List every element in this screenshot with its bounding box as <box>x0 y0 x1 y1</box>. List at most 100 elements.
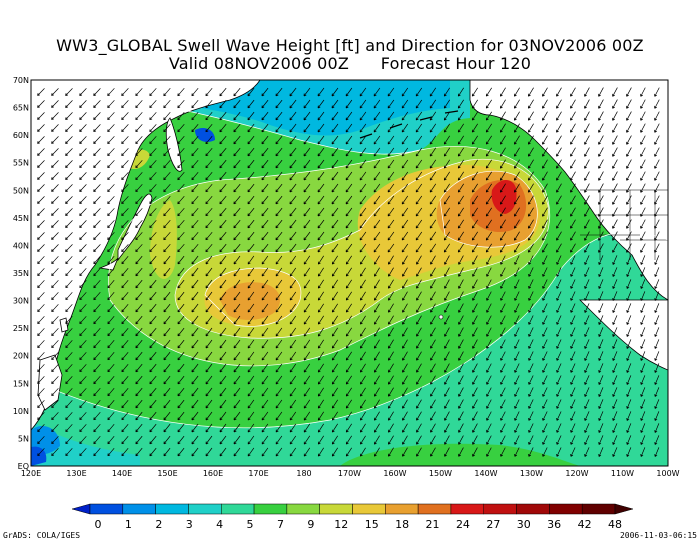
direction-arrow <box>556 99 562 109</box>
direction-arrow <box>360 303 366 313</box>
direction-arrow <box>401 159 409 169</box>
direction-arrow <box>485 159 492 169</box>
direction-arrow <box>626 207 632 217</box>
direction-arrow <box>121 279 129 289</box>
direction-arrow <box>261 231 269 241</box>
direction-arrow <box>486 327 492 337</box>
direction-arrow <box>528 363 534 373</box>
direction-arrow <box>430 327 436 337</box>
direction-arrow <box>219 243 227 253</box>
direction-arrow <box>93 303 101 313</box>
direction-arrow <box>37 100 45 108</box>
direction-arrow <box>205 147 213 157</box>
direction-arrow <box>345 99 353 109</box>
direction-arrow <box>149 315 157 325</box>
direction-arrow <box>416 279 422 289</box>
direction-arrow <box>107 351 115 361</box>
direction-arrow <box>416 375 422 385</box>
direction-arrow <box>107 232 115 241</box>
direction-arrow <box>401 99 409 109</box>
direction-arrow <box>556 291 562 301</box>
direction-arrow <box>51 220 59 228</box>
direction-arrow <box>345 243 353 253</box>
direction-arrow <box>556 159 562 169</box>
direction-arrow <box>275 219 283 229</box>
direction-arrow <box>500 207 506 217</box>
colorbar-level-label: 48 <box>608 518 622 531</box>
direction-arrow <box>79 148 87 156</box>
direction-arrow <box>317 279 324 289</box>
direction-arrow <box>79 208 87 216</box>
direction-arrows <box>37 87 660 457</box>
direction-arrow <box>135 220 143 229</box>
direction-arrow <box>331 423 338 433</box>
direction-arrow <box>443 87 450 97</box>
direction-arrow <box>360 423 366 433</box>
direction-arrow <box>65 196 73 204</box>
colorbar-swatch <box>417 503 452 515</box>
direction-arrow <box>598 255 604 265</box>
direction-arrow <box>289 435 297 445</box>
direction-arrow <box>303 267 311 277</box>
direction-arrow <box>37 184 45 192</box>
direction-arrow <box>528 423 534 433</box>
direction-arrow <box>247 135 255 145</box>
direction-arrow <box>219 219 227 229</box>
direction-arrow <box>472 339 478 349</box>
direction-arrow <box>430 399 436 409</box>
direction-arrow <box>387 231 395 241</box>
direction-arrow <box>598 375 604 385</box>
direction-arrow <box>275 387 283 397</box>
direction-arrow <box>275 351 283 361</box>
direction-arrow <box>121 267 129 277</box>
direction-arrow <box>528 195 534 205</box>
direction-arrow <box>570 351 576 361</box>
contour-lines <box>31 99 668 429</box>
direction-arrow <box>121 255 129 265</box>
colorbar-level-label: 4 <box>216 518 223 531</box>
direction-arrow <box>584 315 590 325</box>
colorbar-swatch <box>385 503 419 515</box>
lat-label: 5N <box>18 434 29 443</box>
direction-arrow <box>205 339 213 349</box>
direction-arrow <box>205 351 213 361</box>
direction-arrow <box>654 267 660 277</box>
direction-arrow <box>500 87 506 97</box>
direction-arrow <box>528 87 534 97</box>
direction-arrow <box>486 339 492 349</box>
direction-arrow <box>388 291 394 301</box>
direction-arrow <box>163 171 171 181</box>
colorbar-level-label: 36 <box>547 518 561 531</box>
direction-arrow <box>177 243 185 253</box>
direction-arrow <box>37 436 45 445</box>
direction-arrow <box>556 435 562 445</box>
direction-arrow <box>149 399 157 409</box>
direction-arrow <box>584 243 590 253</box>
direction-arrow <box>612 255 618 265</box>
direction-arrow <box>640 387 646 397</box>
direction-arrow <box>289 111 297 121</box>
direction-arrow <box>275 315 283 325</box>
direction-arrow <box>51 148 59 156</box>
direction-arrow <box>135 184 143 193</box>
direction-arrow <box>219 411 227 421</box>
direction-arrow <box>317 447 324 457</box>
kamchatka-peninsula <box>165 117 183 172</box>
direction-arrow <box>444 351 450 361</box>
direction-arrow <box>247 327 255 337</box>
direction-arrow <box>331 87 339 97</box>
direction-arrow <box>416 327 422 337</box>
direction-arrow <box>401 195 409 205</box>
direction-arrow <box>626 447 632 457</box>
direction-arrow <box>93 423 101 433</box>
direction-arrow <box>387 87 395 97</box>
direction-arrow <box>93 279 101 289</box>
direction-arrow <box>500 195 506 205</box>
direction-arrow <box>401 231 409 241</box>
direction-arrow <box>444 375 450 385</box>
lon-label: 120E <box>21 469 41 478</box>
direction-arrow <box>443 123 450 133</box>
direction-arrow <box>247 447 255 457</box>
direction-arrow <box>331 123 339 133</box>
direction-arrow <box>388 399 394 409</box>
